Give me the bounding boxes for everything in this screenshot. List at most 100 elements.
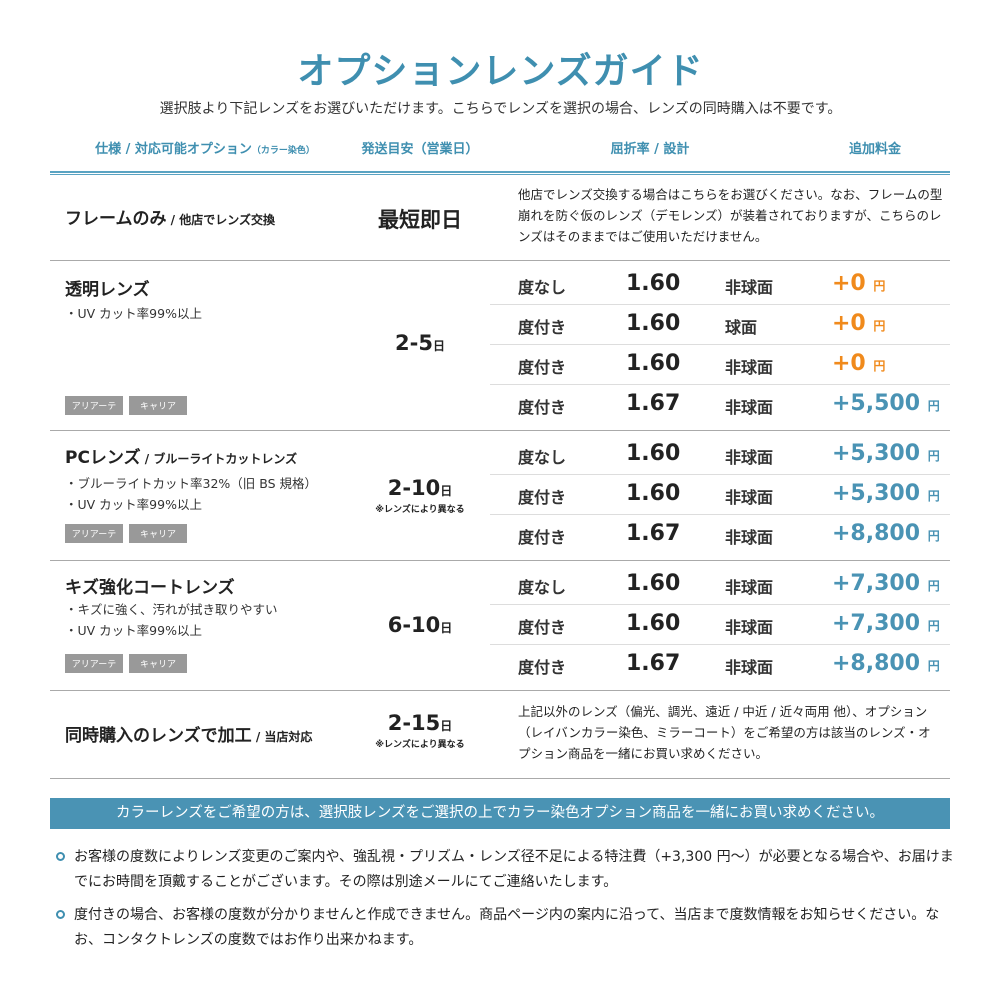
days-note: ※レンズにより異なる [375, 505, 465, 515]
price: +8,800 円 [832, 521, 940, 546]
lens-design: 非球面 [725, 358, 774, 377]
carrier-tags: アリアーテ キャリア [65, 396, 187, 415]
days-unit: 日 [440, 484, 453, 498]
price-value: +0 [832, 271, 866, 296]
prescription-type: 度付き [518, 528, 567, 547]
price-value: +7,300 [832, 571, 921, 596]
prescription-type: 度付き [518, 658, 567, 677]
section-name: キズ強化コートレンズ [65, 573, 235, 598]
feature-item: ・キズに強く、汚れが拭き取りやすい [65, 602, 278, 617]
section-title: キズ強化コートレンズ [65, 578, 235, 598]
section-title: 透明レンズ [65, 280, 150, 300]
refractive-index: 1.60 [626, 311, 681, 336]
header-index: 屈折率 / 設計 [610, 142, 690, 157]
lens-design: 非球面 [725, 618, 774, 637]
feature-item: ・UV カット率99%以上 [65, 306, 202, 321]
header-divider [50, 171, 950, 175]
feature-list: ・キズに強く、汚れが拭き取りやすい ・UV カット率99%以上 [65, 599, 278, 641]
price: +7,300 円 [832, 611, 940, 636]
lens-section: フレームのみ / 他店でレンズ交換 最短即日 他店でレンズ交換する場合はこちらをお選… [50, 176, 950, 261]
price: +7,300 円 [832, 571, 940, 596]
section-name: 透明レンズ [65, 275, 150, 300]
price-value: +7,300 [832, 611, 921, 636]
price-value: +8,800 [832, 521, 921, 546]
section-title: PCレンズ [65, 448, 141, 468]
price-value: +5,500 [832, 391, 921, 416]
price-unit: 円 [873, 319, 886, 333]
bullet-circle-icon [56, 852, 65, 861]
refractive-index: 1.67 [626, 521, 681, 546]
note-2: 度付きの場合、お客様の度数が分かりませんと作成できません。商品ページ内の案内に沿… [74, 907, 940, 948]
shipping-days: 6-10日 [370, 613, 470, 637]
prescription-type: 度付き [518, 398, 567, 417]
carrier-tag: アリアーテ [65, 396, 123, 415]
lens-option-row: 度付き 1.67 非球面 +5,500 円 [490, 385, 950, 425]
section-name: 同時購入のレンズで加工 / 当店対応 [65, 721, 312, 746]
shipping-days: 2-5日 [370, 331, 470, 355]
days-unit: 日 [440, 621, 453, 635]
price-unit: 円 [927, 659, 940, 673]
header-spec-small: （カラー染色） [251, 146, 315, 156]
section-name: フレームのみ / 他店でレンズ交換 [65, 204, 275, 229]
price-unit: 円 [927, 399, 940, 413]
lens-option-row: 度付き 1.67 非球面 +8,800 円 [490, 515, 950, 555]
feature-item: ・ブルーライトカット率32%（旧 BS 規格） [65, 476, 318, 491]
lens-options: 度なし 1.60 非球面 +0 円度付き 1.60 球面 +0 円度付き 1.60 非球面 +0 … [490, 265, 950, 425]
price: +5,300 円 [832, 441, 940, 466]
price-unit: 円 [927, 489, 940, 503]
prescription-type: 度付き [518, 488, 567, 507]
refractive-index: 1.60 [626, 271, 681, 296]
header-spec: 仕様 / 対応可能オプション（カラー染色） [80, 138, 330, 157]
carrier-tag: アリアーテ [65, 654, 123, 673]
price-unit: 円 [927, 449, 940, 463]
refractive-index: 1.60 [626, 571, 681, 596]
lens-section: 透明レンズ・UV カット率99%以上アリアーテ キャリア 2-5日 度なし 1.60 非球… [50, 261, 950, 431]
lens-option-row: 度付き 1.60 非球面 +7,300 円 [490, 605, 950, 645]
carrier-tag: アリアーテ [65, 524, 123, 543]
days-note: ※レンズにより異なる [375, 740, 465, 750]
price-value: +8,800 [832, 651, 921, 676]
lens-design: 非球面 [725, 578, 774, 597]
days-unit: 日 [440, 719, 453, 733]
section-description: 上記以外のレンズ（偏光、調光、遠近 / 中近 / 近々両用 他）、オプション（レ… [518, 704, 931, 761]
refractive-index: 1.60 [626, 611, 681, 636]
days-unit: 日 [432, 339, 445, 353]
price-unit: 円 [927, 579, 940, 593]
price-value: +0 [832, 311, 866, 336]
lens-design: 非球面 [725, 658, 774, 677]
price: +5,500 円 [832, 391, 940, 416]
note-1: お客様の度数によりレンズ変更のご案内や、強乱視・プリズム・レンズ径不足による特注… [74, 849, 954, 890]
color-lens-banner: カラーレンズをご希望の方は、選択肢レンズをご選択の上でカラー染色オプション商品を… [50, 798, 950, 829]
lens-option-row: 度なし 1.60 非球面 +0 円 [490, 265, 950, 305]
feature-item: ・UV カット率99%以上 [65, 497, 202, 512]
header-spec-label: 仕様 / 対応可能オプション [95, 142, 252, 157]
price: +8,800 円 [832, 651, 940, 676]
shipping-days: 最短即日 [370, 204, 470, 234]
price-value: +0 [832, 351, 866, 376]
prescription-type: 度なし [518, 278, 567, 297]
section-subtitle: / 当店対応 [251, 730, 313, 744]
section-description: 他店でレンズ交換する場合はこちらをお選びください。なお、フレームの型崩れを防ぐ仮… [518, 187, 943, 244]
price-unit: 円 [873, 359, 886, 373]
lens-design: 非球面 [725, 448, 774, 467]
carrier-tags: アリアーテ キャリア [65, 654, 187, 673]
lens-options: 度なし 1.60 非球面 +5,300 円度付き 1.60 非球面 +5,300 円度付き 1… [490, 435, 950, 555]
price: +5,300 円 [832, 481, 940, 506]
section-title: フレームのみ [65, 209, 167, 229]
carrier-tag: キャリア [129, 396, 187, 415]
lens-option-row: 度付き 1.60 球面 +0 円 [490, 305, 950, 345]
lens-design: 非球面 [725, 488, 774, 507]
prescription-type: 度なし [518, 448, 567, 467]
days-value: 6-10 [387, 613, 441, 637]
price: +0 円 [832, 271, 885, 296]
lens-design: 非球面 [725, 528, 774, 547]
lens-options: 度なし 1.60 非球面 +7,300 円度付き 1.60 非球面 +7,300 円度付き 1… [490, 565, 950, 685]
subtitle: 選択肢より下記レンズをお選びいただけます。こちらでレンズを選択の場合、レンズの同… [159, 101, 842, 117]
days-value: 最短即日 [378, 208, 462, 232]
header-days: 発送目安（営業日） [361, 142, 479, 157]
feature-list: ・UV カット率99%以上 [65, 303, 202, 324]
price-unit: 円 [927, 619, 940, 633]
price-value: +5,300 [832, 441, 921, 466]
price-value: +5,300 [832, 481, 921, 506]
refractive-index: 1.60 [626, 481, 681, 506]
